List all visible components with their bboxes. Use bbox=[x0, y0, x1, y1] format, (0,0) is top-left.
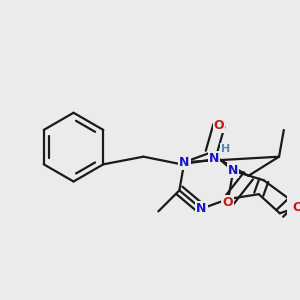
Text: H: H bbox=[221, 144, 230, 154]
Text: O: O bbox=[214, 119, 224, 132]
Text: O: O bbox=[292, 201, 300, 214]
Text: N: N bbox=[179, 156, 190, 169]
Text: N: N bbox=[196, 202, 206, 215]
Text: N: N bbox=[228, 164, 238, 177]
Text: N: N bbox=[209, 152, 219, 165]
Text: O: O bbox=[222, 196, 233, 209]
